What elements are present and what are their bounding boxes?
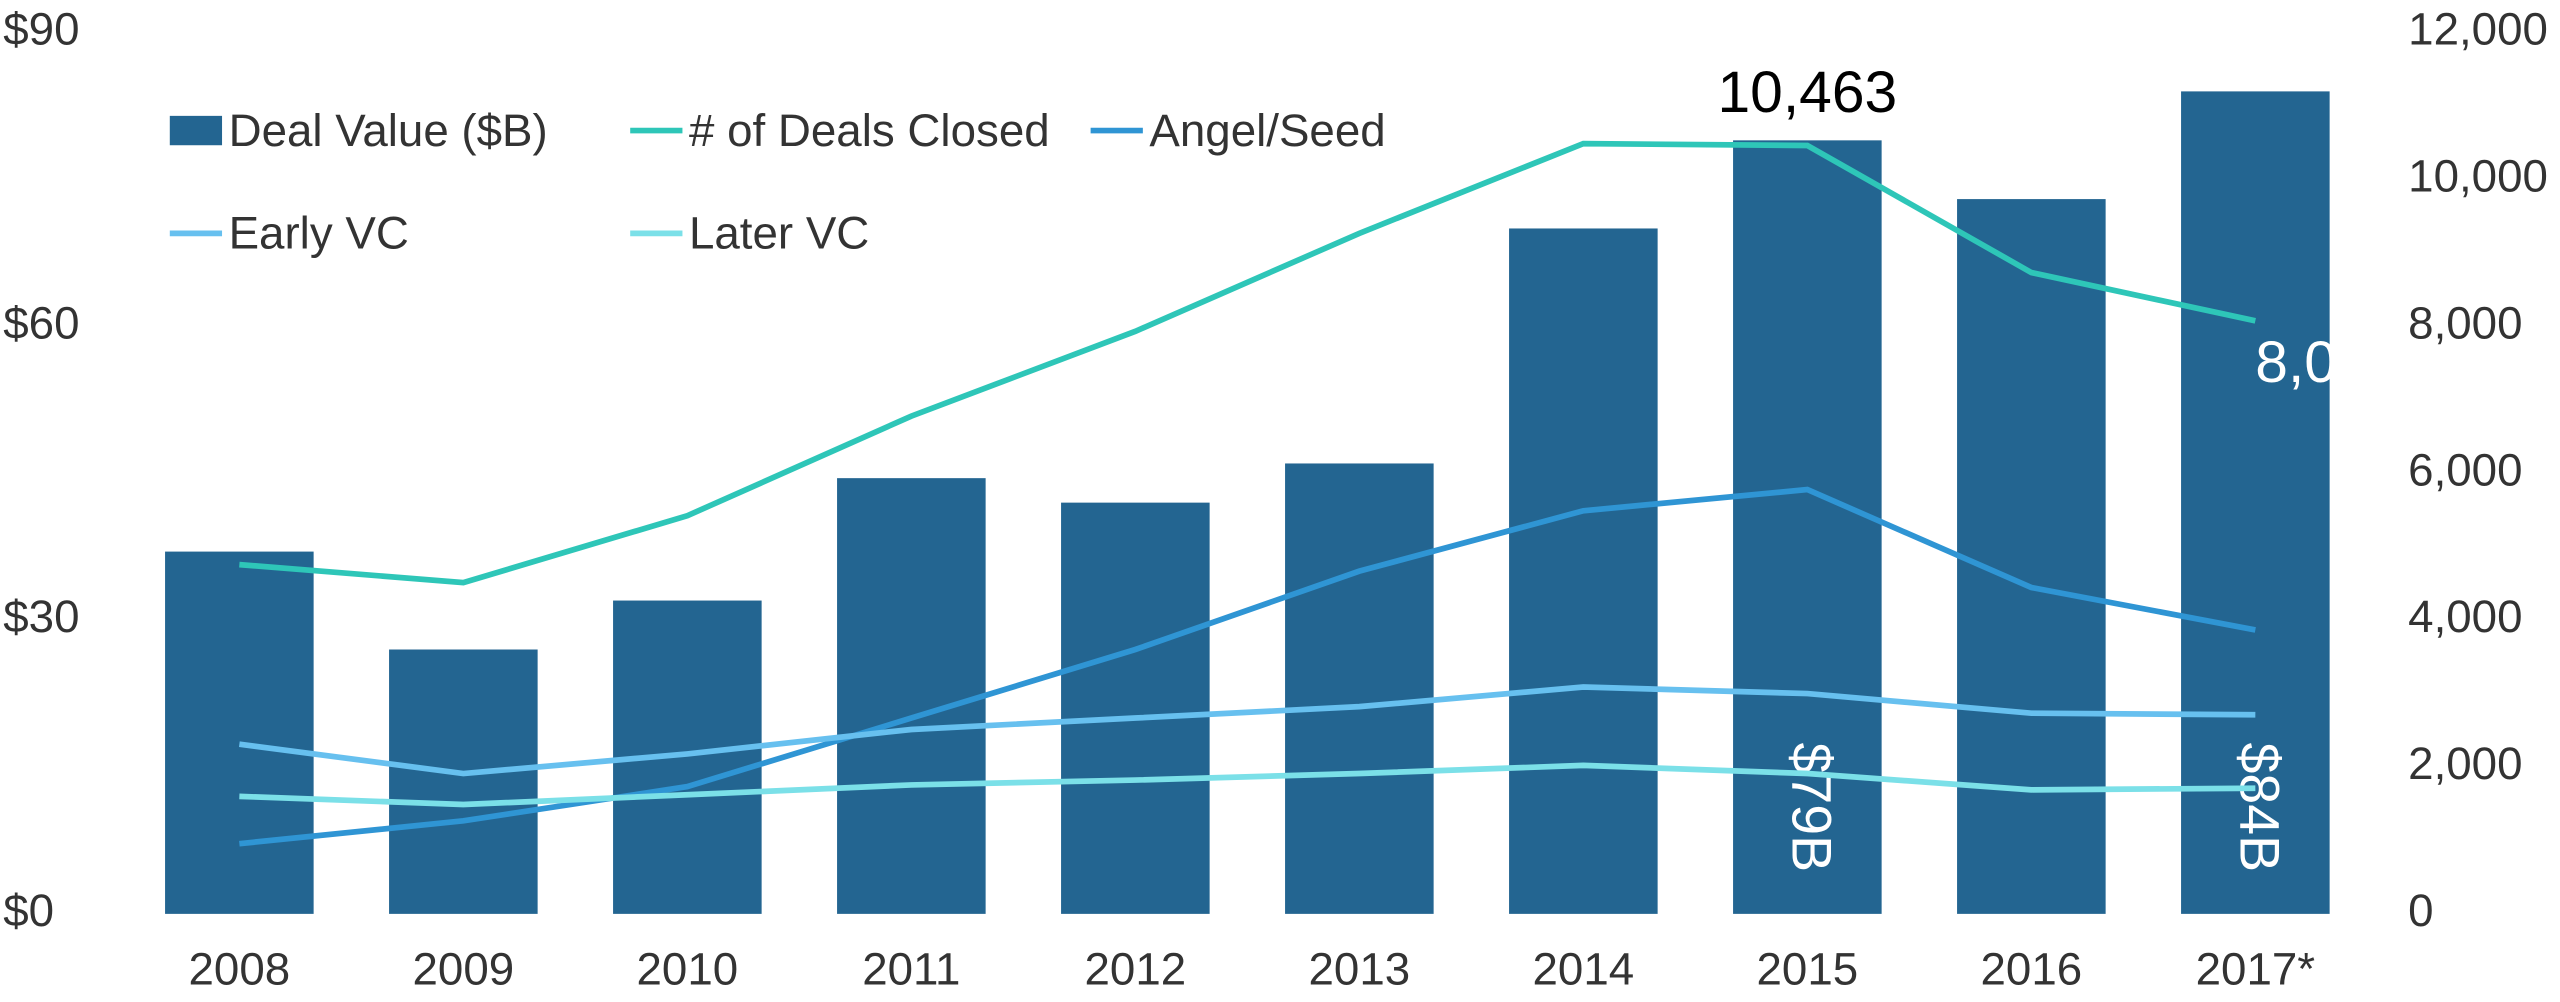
bar bbox=[165, 551, 314, 914]
y-tick-label: $60 bbox=[3, 297, 79, 348]
y2-tick-label: 8,000 bbox=[2408, 297, 2522, 348]
y2-tick-label: 0 bbox=[2408, 885, 2433, 936]
y2-tick-label: 12,000 bbox=[2408, 4, 2548, 55]
x-tick-label: 2012 bbox=[1085, 944, 1187, 995]
y-tick-label: $90 bbox=[3, 4, 79, 55]
bar bbox=[1733, 140, 1882, 914]
line bbox=[239, 762, 2256, 808]
x-tick-label: 2008 bbox=[189, 944, 291, 995]
line bbox=[239, 486, 2256, 847]
bar bbox=[837, 478, 986, 914]
y2-tick-label: 2,000 bbox=[2408, 738, 2522, 789]
bar-value-label: $84B bbox=[2229, 743, 2291, 873]
x-tick-label: 2013 bbox=[1309, 944, 1411, 995]
bar bbox=[1509, 228, 1658, 914]
y2-tick-label: 4,000 bbox=[2408, 591, 2522, 642]
bar-value-label: $79B bbox=[1781, 743, 1843, 873]
line bbox=[238, 684, 2256, 777]
x-tick-label: 2014 bbox=[1533, 944, 1635, 995]
x-tick-label: 2017* bbox=[2196, 944, 2316, 995]
bar bbox=[389, 649, 538, 914]
bar bbox=[2181, 91, 2330, 914]
y2-tick-label: 6,000 bbox=[2408, 444, 2522, 495]
legend-label: Later VC bbox=[689, 208, 869, 259]
y-tick-label: $30 bbox=[3, 591, 79, 642]
legend-label: # of Deals Closed bbox=[689, 105, 1050, 156]
line-value-label: 10,463 bbox=[1717, 60, 1897, 125]
y2-tick-label: 10,000 bbox=[2408, 151, 2548, 202]
x-tick-label: 2011 bbox=[862, 944, 960, 995]
bar bbox=[1285, 463, 1434, 914]
line-value-label: 8,076 bbox=[2255, 330, 2402, 395]
legend-label: Early VC bbox=[229, 208, 409, 259]
x-tick-label: 2010 bbox=[637, 944, 739, 995]
bar bbox=[1061, 502, 1210, 914]
legend-label: Angel/Seed bbox=[1149, 105, 1385, 156]
y-tick-label: $0 bbox=[3, 885, 54, 936]
legend-swatch bbox=[169, 115, 223, 146]
x-tick-label: 2016 bbox=[1981, 944, 2083, 995]
x-tick-label: 2015 bbox=[1757, 944, 1859, 995]
x-tick-label: 2009 bbox=[413, 944, 515, 995]
line bbox=[239, 140, 2256, 586]
legend-label: Deal Value ($B) bbox=[229, 105, 548, 156]
bar bbox=[1957, 199, 2106, 914]
